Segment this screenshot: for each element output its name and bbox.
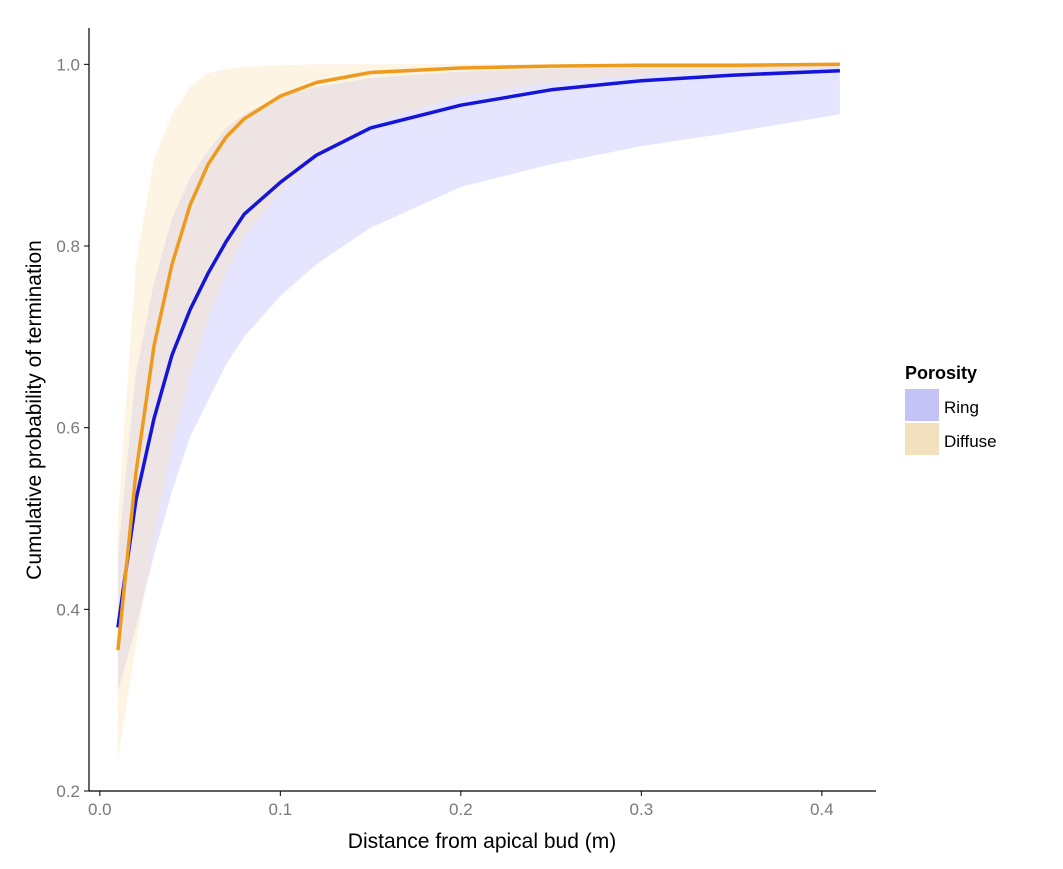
- y-tick-label: 0.2: [56, 782, 80, 801]
- x-tick-label: 0.2: [449, 800, 473, 819]
- legend-key-diffuse: [905, 423, 939, 455]
- legend: Porosity Ring Diffuse: [905, 363, 997, 455]
- legend-label-ring: Ring: [944, 398, 979, 417]
- x-tick-label: 0.1: [269, 800, 293, 819]
- y-tick-label: 0.8: [56, 237, 80, 256]
- x-tick-label: 0.3: [630, 800, 654, 819]
- confidence-bands: [117, 64, 840, 760]
- series-line-diffuse: [116, 62, 840, 651]
- x-tick-label: 0.0: [88, 800, 112, 819]
- y-tick-label: 1.0: [56, 55, 80, 74]
- legend-title: Porosity: [905, 363, 977, 383]
- x-axis-ticks: 0.0 0.1 0.2 0.3 0.4: [88, 791, 834, 819]
- x-tick-label: 0.4: [810, 800, 834, 819]
- plot-area: [116, 62, 840, 760]
- confidence-band-diffuse: [117, 64, 840, 760]
- series-lines: [116, 62, 840, 651]
- y-axis-ticks: 0.2 0.4 0.6 0.8 1.0: [56, 55, 89, 801]
- y-tick-label: 0.4: [56, 600, 80, 619]
- y-axis-title: Cumulative probability of termination: [23, 240, 46, 580]
- x-axis-title: Distance from apical bud (m): [348, 830, 616, 853]
- confidence-band-ring: [117, 65, 840, 692]
- legend-label-diffuse: Diffuse: [944, 432, 997, 451]
- legend-key-ring: [905, 389, 939, 421]
- y-tick-label: 0.6: [56, 419, 80, 438]
- series-line-ring: [116, 68, 840, 628]
